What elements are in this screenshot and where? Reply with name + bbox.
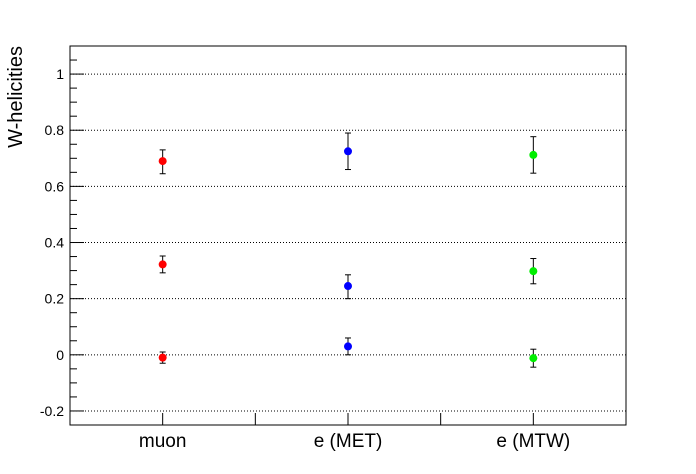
data-point [529,354,538,363]
tick-labels: -0.2 0 0.2 0.4 0.6 0.8 1 muon e (MET) e (MTW) [40,66,570,452]
y-tick-label: 0 [56,347,64,363]
data-point [344,147,352,156]
y-tick-label: 0.2 [45,291,65,307]
y-axis-title: W-helicities [5,46,27,148]
y-tick-label: 1 [56,66,64,82]
data-point [344,282,352,291]
x-category-label: e (MET) [314,431,383,452]
data-point [529,267,538,276]
data-point [158,353,167,362]
y-tick-label: 0.6 [45,178,65,194]
data-points [158,132,538,368]
y-tick-label: -0.2 [40,403,64,419]
y-tick-label: 0.4 [45,235,65,251]
data-point [344,342,352,351]
axis-ticks [70,45,534,426]
data-point [158,157,167,166]
x-category-label: muon [139,431,187,452]
x-category-label: e (MTW) [496,431,570,452]
data-point [158,260,167,269]
data-point [529,150,538,159]
y-tick-label: 0.8 [45,122,65,138]
